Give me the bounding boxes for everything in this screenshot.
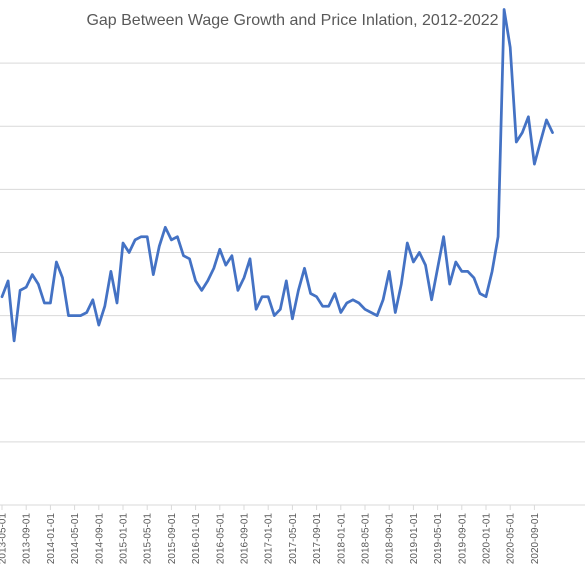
x-tick-label: 2018-01-01 [336, 513, 347, 565]
x-tick-label: 2015-09-01 [167, 513, 178, 565]
x-tick-label: 2019-09-01 [457, 513, 468, 565]
x-tick-label: 2018-05-01 [361, 513, 372, 565]
x-tick-label: 2013-05-01 [0, 513, 9, 565]
x-tick-label: 2018-09-01 [385, 513, 396, 565]
x-tick-label: 2019-05-01 [433, 513, 444, 565]
x-tick-label: 2019-01-01 [409, 513, 420, 565]
x-tick-label: 2017-01-01 [264, 513, 275, 565]
x-tick-label: 2014-09-01 [94, 513, 105, 565]
chart-title: Gap Between Wage Growth and Price Inlati… [86, 12, 499, 29]
x-tick-label: 2017-09-01 [312, 513, 323, 565]
x-tick-label: 2013-09-01 [22, 513, 33, 565]
x-tick-label: 2016-01-01 [191, 513, 202, 565]
x-tick-label: 2020-01-01 [482, 513, 493, 565]
x-tick-label: 2020-09-01 [530, 513, 541, 565]
x-tick-label: 2014-05-01 [70, 513, 81, 565]
x-tick-label: 2015-01-01 [119, 513, 130, 565]
x-tick-label: 2020-05-01 [506, 513, 517, 565]
x-tick-label: 2014-01-01 [46, 513, 57, 565]
x-tick-label: 2016-05-01 [215, 513, 226, 565]
x-tick-label: 2015-05-01 [143, 513, 154, 565]
series-line [0, 8, 554, 343]
x-tick-label: 2017-05-01 [288, 513, 299, 565]
x-tick-label: 2016-09-01 [240, 513, 251, 565]
